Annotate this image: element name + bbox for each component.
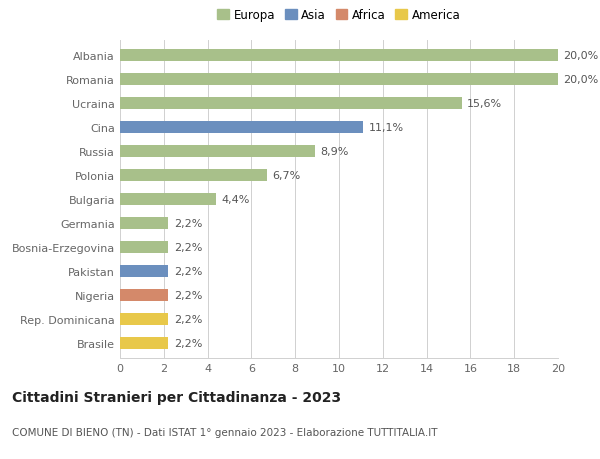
Text: 15,6%: 15,6% [467, 99, 502, 109]
Text: 2,2%: 2,2% [173, 314, 202, 325]
Text: 6,7%: 6,7% [272, 171, 301, 181]
Bar [120, 194, 217, 206]
Text: 11,1%: 11,1% [368, 123, 404, 133]
Text: 20,0%: 20,0% [563, 75, 599, 85]
Bar [120, 218, 168, 230]
Legend: Europa, Asia, Africa, America: Europa, Asia, Africa, America [217, 9, 461, 22]
Text: 2,2%: 2,2% [173, 291, 202, 301]
Text: Cittadini Stranieri per Cittadinanza - 2023: Cittadini Stranieri per Cittadinanza - 2… [12, 390, 341, 404]
Text: 4,4%: 4,4% [222, 195, 250, 205]
Bar [120, 74, 558, 86]
Bar [120, 170, 267, 182]
Bar [120, 338, 168, 350]
Text: 2,2%: 2,2% [173, 339, 202, 349]
Bar [120, 98, 461, 110]
Bar [120, 266, 168, 278]
Text: 2,2%: 2,2% [173, 218, 202, 229]
Text: COMUNE DI BIENO (TN) - Dati ISTAT 1° gennaio 2023 - Elaborazione TUTTITALIA.IT: COMUNE DI BIENO (TN) - Dati ISTAT 1° gen… [12, 427, 437, 437]
Bar [120, 146, 315, 158]
Bar [120, 122, 363, 134]
Text: 2,2%: 2,2% [173, 243, 202, 252]
Bar [120, 313, 168, 325]
Bar [120, 241, 168, 254]
Bar [120, 290, 168, 302]
Bar [120, 50, 558, 62]
Text: 20,0%: 20,0% [563, 50, 599, 61]
Text: 2,2%: 2,2% [173, 267, 202, 277]
Text: 8,9%: 8,9% [320, 147, 349, 157]
